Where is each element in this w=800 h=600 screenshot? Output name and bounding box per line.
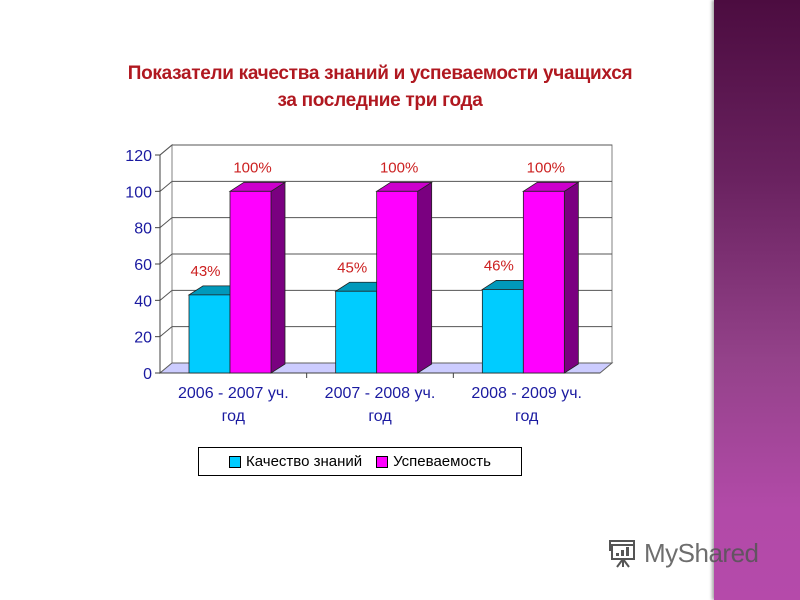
bar-series [187, 181, 580, 374]
svg-text:2008 - 2009 уч.: 2008 - 2009 уч. [471, 385, 582, 402]
data-label: 100% [380, 159, 418, 176]
data-label: 100% [527, 159, 565, 176]
slide-title: Показатели качества знаний и успеваемост… [40, 60, 720, 114]
legend-swatch-cyan [229, 455, 242, 468]
svg-text:2007 - 2008 уч.: 2007 - 2008 уч. [325, 385, 436, 402]
svg-text:20: 20 [134, 330, 152, 347]
svg-text:год: год [222, 408, 246, 425]
svg-text:120: 120 [125, 148, 152, 165]
data-label: 45% [337, 259, 367, 276]
watermark: MyShared [606, 536, 759, 570]
bar [521, 181, 580, 374]
svg-text:год: год [515, 408, 539, 425]
svg-text:40: 40 [134, 293, 152, 310]
data-label: 100% [233, 159, 271, 176]
legend-swatch-magenta [376, 455, 389, 468]
decorative-side-band [714, 0, 800, 600]
svg-text:80: 80 [134, 221, 152, 238]
svg-text:100: 100 [125, 184, 152, 201]
legend-item-quality: Качество знаний [229, 453, 362, 470]
chart-legend: Качество знаний Успеваемость [198, 447, 522, 476]
svg-text:год: год [368, 408, 392, 425]
svg-text:2006 - 2007 уч.: 2006 - 2007 уч. [178, 385, 289, 402]
svg-text:0: 0 [143, 366, 152, 383]
data-label: 43% [190, 263, 220, 280]
y-axis-ticks: 0 20 40 60 80 100 120 [125, 148, 160, 383]
legend-item-progress: Успеваемость [376, 453, 491, 470]
bar [375, 181, 434, 374]
legend-label: Успеваемость [393, 453, 491, 470]
title-line-1: Показатели качества знаний и успеваемост… [127, 63, 633, 84]
legend-label: Качество знаний [246, 453, 363, 470]
title-line-2: за последние три года [277, 90, 483, 111]
svg-text:60: 60 [134, 257, 152, 274]
presentation-board-icon [609, 540, 635, 568]
bar [228, 181, 287, 374]
x-axis-categories: 2006 - 2007 уч. год 2007 - 2008 уч. год 2008… [160, 372, 600, 425]
watermark-text: MyShared [644, 537, 759, 568]
data-labels: 43% 100% 45% 100% 46% 100% [190, 159, 565, 280]
data-label: 46% [484, 257, 514, 274]
